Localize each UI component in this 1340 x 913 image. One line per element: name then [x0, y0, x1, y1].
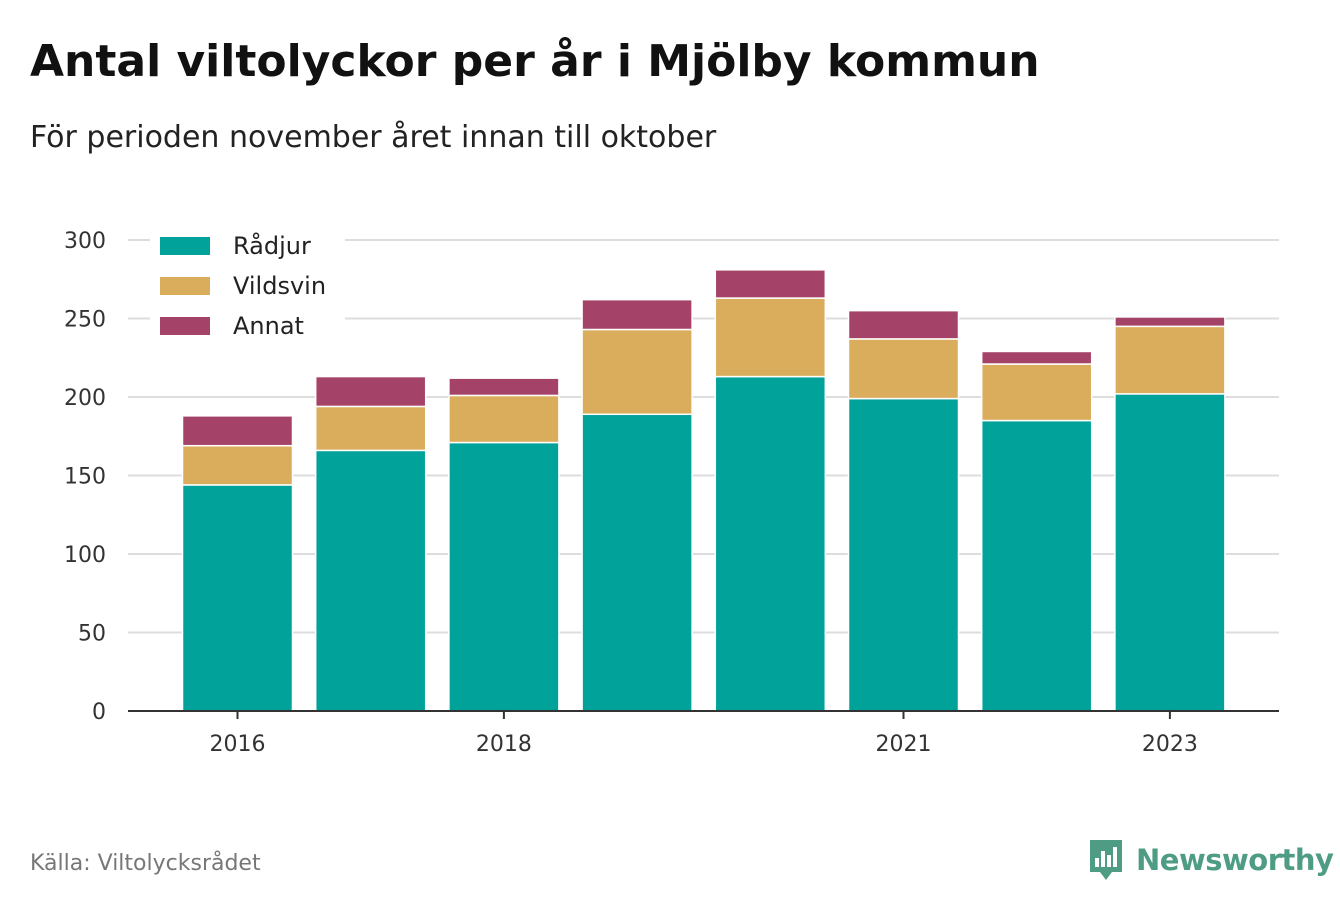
bar-segment: [714, 269, 827, 299]
chart-title: Antal viltolyckor per år i Mjölby kommun: [30, 36, 1040, 87]
legend-label: Annat: [233, 312, 304, 340]
legend-swatch: [160, 317, 210, 335]
brand-name: Newsworthy: [1136, 843, 1334, 877]
bar-segment: [980, 350, 1093, 365]
x-tick-label: 2018: [476, 732, 532, 757]
y-tick-label: 50: [78, 622, 106, 647]
bar-segment: [314, 375, 427, 408]
legend-swatch: [160, 237, 210, 255]
y-tick-label: 0: [92, 700, 106, 725]
bar-segment: [714, 375, 827, 712]
bar-segment: [1114, 393, 1226, 712]
bar-segment: [181, 415, 294, 447]
y-tick-label: 250: [64, 308, 106, 333]
brand-logo: Newsworthy: [1088, 838, 1334, 882]
y-tick-label: 100: [64, 543, 106, 568]
bar-segment: [314, 405, 427, 452]
bar-segment: [181, 484, 294, 712]
bar-segment: [581, 413, 693, 712]
bar-segment: [847, 397, 960, 712]
legend-label: Vildsvin: [233, 272, 326, 300]
bar-segment: [980, 419, 1093, 712]
x-tick-label: 2021: [876, 732, 932, 757]
bar-chart-speech-bubble-icon: [1090, 840, 1122, 880]
bar-segment: [980, 363, 1093, 422]
x-tick-label: 2016: [210, 732, 266, 757]
source-note: Källa: Viltolycksrådet: [30, 851, 261, 876]
legend-swatch: [160, 277, 210, 295]
bar-segment: [448, 441, 560, 712]
y-tick-label: 200: [64, 386, 106, 411]
x-tick-label: 2023: [1142, 732, 1198, 757]
bar-segment: [847, 309, 960, 340]
bar-segment: [448, 394, 560, 444]
bar-segment: [448, 377, 560, 397]
bar-segment: [1114, 325, 1226, 395]
bar-segment: [181, 444, 294, 486]
y-tick-label: 150: [64, 465, 106, 490]
bar-segment: [581, 328, 693, 416]
bar-segment: [714, 297, 827, 378]
chart-subtitle: För perioden november året innan till ok…: [30, 120, 717, 155]
y-tick-label: 300: [64, 229, 106, 254]
bar-segment: [1114, 316, 1226, 328]
bar-segment: [314, 449, 427, 712]
legend-label: Rådjur: [233, 231, 311, 260]
bar-segment: [581, 298, 693, 331]
bar-segment: [847, 338, 960, 400]
